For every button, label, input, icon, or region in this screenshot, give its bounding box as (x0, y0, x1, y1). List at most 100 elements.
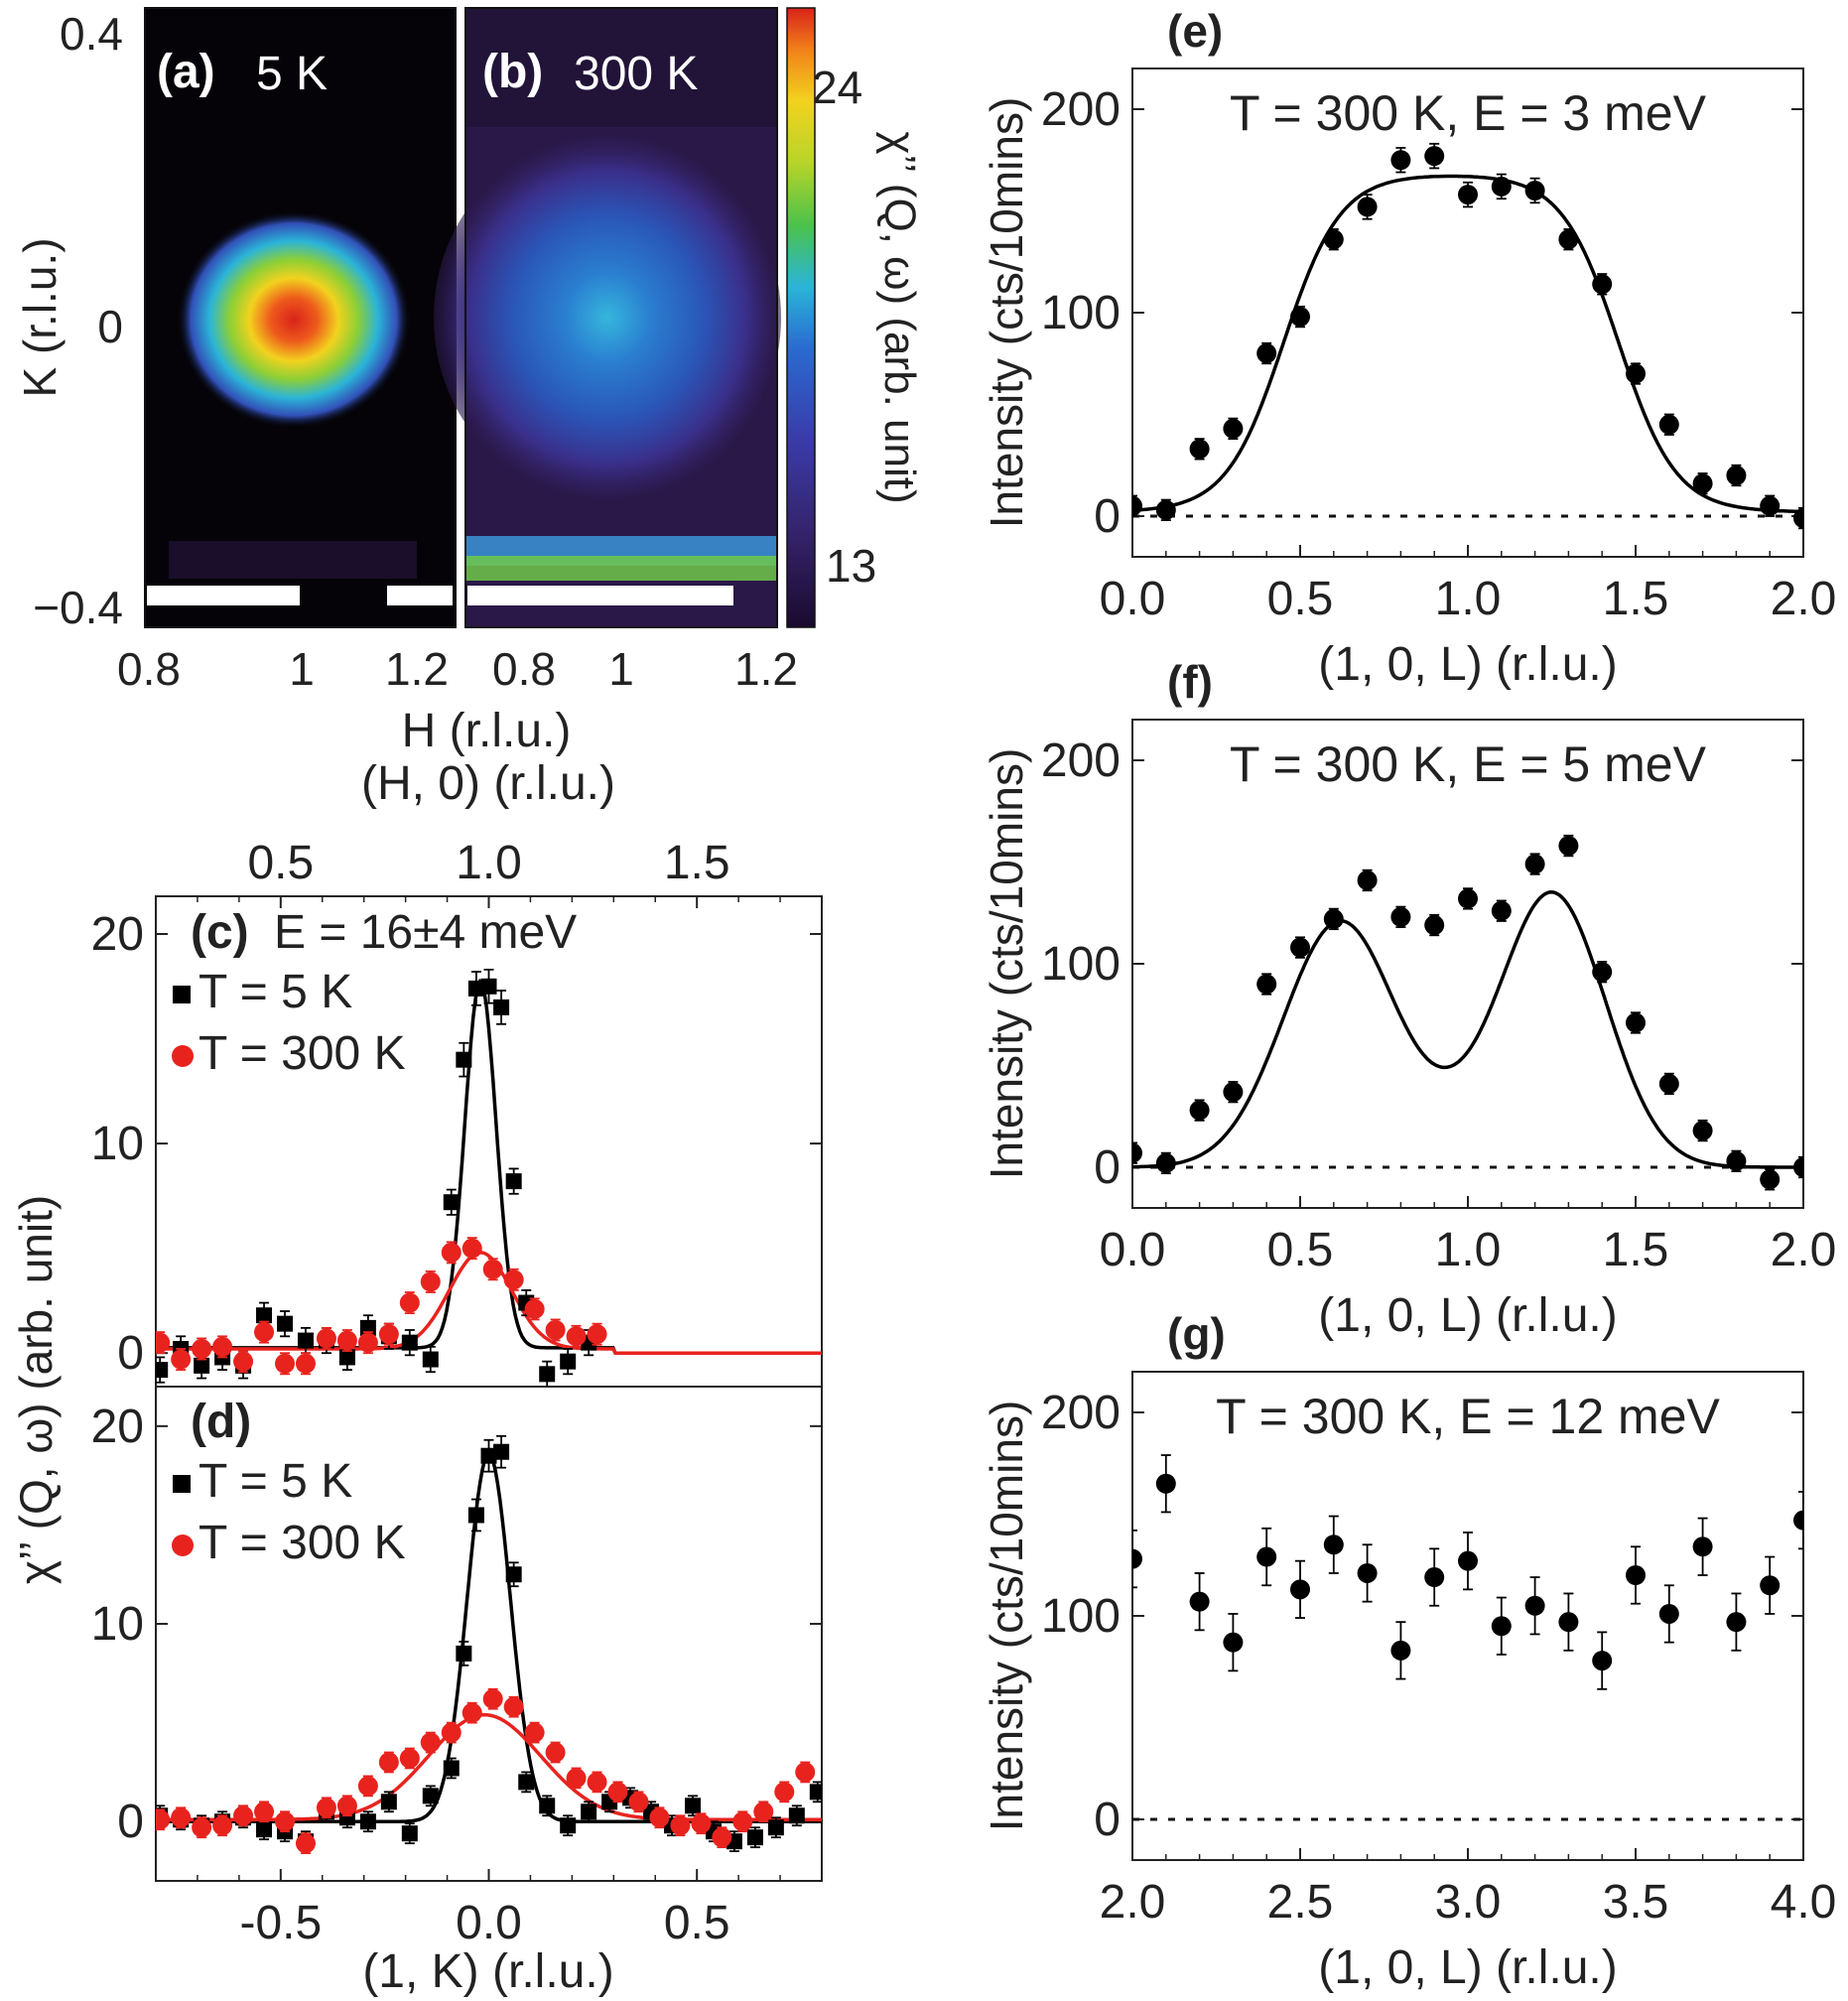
data-point (456, 1645, 472, 1662)
data-point (1390, 906, 1411, 927)
data-point (1760, 495, 1781, 516)
y-tick-label: 0 (1094, 1794, 1121, 1846)
data-point (1155, 1473, 1176, 1494)
y-tick-label: 10 (91, 1598, 144, 1651)
panel-title: E = 16±4 meV (274, 906, 577, 959)
panel-title: T = 300 K, E = 12 meV (1216, 1389, 1720, 1444)
data-point (581, 1803, 597, 1820)
data-point (539, 1366, 556, 1383)
series-points (156, 1687, 816, 1855)
data-point (503, 1696, 524, 1717)
x-tick-label: 0.5 (664, 1897, 730, 1949)
data-point (518, 1774, 535, 1791)
y-tick-label: 0 (117, 1327, 144, 1380)
data-point (505, 1173, 522, 1190)
ab-ytick-bottom: −0.4 (33, 582, 123, 633)
data-point (774, 1782, 795, 1802)
x-tick-label: 3.0 (1435, 1876, 1502, 1929)
data-point (1390, 1640, 1411, 1661)
legend-label: T = 5 K (198, 1455, 352, 1508)
data-point (1357, 1562, 1378, 1583)
data-point (212, 1815, 233, 1836)
data-point (1726, 1612, 1747, 1633)
data-point (1760, 1169, 1781, 1190)
y-tick-label: 200 (1041, 1387, 1121, 1439)
data-point (1592, 274, 1613, 295)
data-point (467, 980, 484, 997)
legend-label: T = 300 K (198, 1027, 406, 1080)
data-point (1458, 185, 1478, 205)
data-point (1223, 1632, 1244, 1653)
data-point (443, 1760, 460, 1777)
y-tick-label: 0 (1094, 490, 1121, 543)
data-point (1524, 1595, 1545, 1616)
data-point (1256, 974, 1277, 995)
x-axis-label-top: (H, 0) (r.l.u.) (361, 757, 615, 810)
ab-ytick-top: 0.4 (60, 8, 123, 60)
x-tick-label: 2.0 (1771, 1224, 1837, 1276)
data-point (359, 1813, 376, 1830)
data-point (1692, 1536, 1713, 1557)
data-point (1626, 1565, 1646, 1585)
data-point (1290, 937, 1310, 958)
data-point (399, 1748, 420, 1769)
data-point (503, 1269, 524, 1290)
fit-curve (156, 1251, 822, 1355)
x-tick-label: -0.5 (239, 1897, 322, 1949)
panel-label: (g) (1167, 1308, 1226, 1360)
plot-d: -0.5 0.0 0.5 0 10 20 (d) (1, K) (r.l.u.) χ’’ (Q,… (10, 1195, 823, 1998)
x-tick-label: 0.5 (1267, 573, 1334, 625)
data-point (482, 1688, 503, 1709)
legend-label: T = 300 K (198, 1517, 406, 1569)
legend-marker (172, 1534, 194, 1556)
data-point (1491, 900, 1512, 921)
data-point (171, 1349, 192, 1370)
data-point (545, 1742, 566, 1763)
data-point (524, 1722, 545, 1743)
data-point (753, 1801, 774, 1822)
plot-c: 0.5 1.0 1.5 0 10 20 (c) E = 16±4 meV (H, 0) (r.l… (91, 757, 823, 1388)
data-point (338, 1349, 355, 1366)
panel-label: (e) (1167, 5, 1223, 57)
b-xtick-1: 1 (608, 643, 634, 695)
series-points (1132, 834, 1803, 1191)
data-point (1726, 1150, 1747, 1171)
data-point (1390, 150, 1411, 171)
data-point (1793, 508, 1803, 529)
data-point (1760, 1575, 1781, 1596)
data-point (378, 1324, 399, 1345)
data-point (420, 1732, 441, 1753)
colorbar-label: χ’’ (Q, ω) (arb. unit) (875, 131, 924, 503)
data-point (256, 1307, 273, 1324)
data-point (462, 1238, 482, 1259)
data-point (1491, 1616, 1512, 1637)
data-point (1458, 888, 1478, 909)
y-tick-label: 20 (91, 1401, 144, 1453)
data-point (746, 1829, 763, 1846)
data-point (212, 1336, 233, 1357)
data-point (1323, 1534, 1344, 1555)
y-axis-label: χ’’ (Q, ω) (arb. unit) (10, 1195, 62, 1584)
x-tick-label: 0.5 (1267, 1224, 1334, 1276)
plot-e: 0.0 0.5 1.0 1.5 2.0 0 100 200 (e)T = 300 K, E = … (981, 5, 1836, 691)
data-point (560, 1353, 577, 1370)
x-tick-label: 2.0 (1100, 1876, 1166, 1929)
data-point (1189, 439, 1210, 460)
data-point (233, 1351, 254, 1372)
data-point (1458, 1550, 1478, 1571)
fit-curve (1132, 890, 1803, 1169)
data-point (336, 1796, 357, 1816)
data-point (1290, 307, 1310, 328)
y-tick-label: 100 (1041, 1590, 1121, 1643)
data-point (1558, 229, 1579, 250)
data-point (607, 1782, 628, 1802)
legend-marker (173, 1475, 191, 1493)
y-axis-label: Intensity (cts/10mins) (981, 748, 1032, 1180)
data-point (1658, 414, 1679, 435)
panel-label: (f) (1167, 656, 1213, 708)
data-point (401, 1825, 418, 1842)
x-tick-label: 4.0 (1771, 1876, 1837, 1929)
panel-a-label: (a) (157, 46, 215, 98)
plot-f: 0.0 0.5 1.0 1.5 2.0 0 100 200 (f) T = 300 K, E = … (981, 656, 1836, 1342)
y-tick-label: 200 (1041, 734, 1121, 787)
